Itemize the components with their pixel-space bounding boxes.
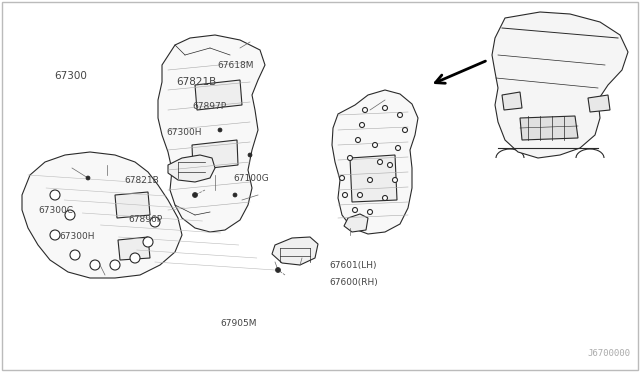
Polygon shape xyxy=(350,155,397,202)
Circle shape xyxy=(339,176,344,180)
Circle shape xyxy=(387,163,392,167)
Polygon shape xyxy=(168,155,215,182)
Polygon shape xyxy=(492,12,628,158)
Polygon shape xyxy=(502,92,522,110)
Circle shape xyxy=(275,267,280,273)
Polygon shape xyxy=(195,80,242,110)
Circle shape xyxy=(360,122,365,128)
Polygon shape xyxy=(272,237,318,265)
Text: 67300H: 67300H xyxy=(59,232,94,241)
Circle shape xyxy=(143,237,153,247)
Text: 67821B: 67821B xyxy=(125,176,159,185)
Circle shape xyxy=(355,138,360,142)
Circle shape xyxy=(193,192,198,198)
Circle shape xyxy=(50,190,60,200)
Circle shape xyxy=(403,128,408,132)
Circle shape xyxy=(378,160,383,164)
Circle shape xyxy=(130,253,140,263)
Polygon shape xyxy=(158,35,265,232)
Text: 67300: 67300 xyxy=(54,71,87,81)
Text: 67905M: 67905M xyxy=(221,319,257,328)
Circle shape xyxy=(396,145,401,151)
Circle shape xyxy=(150,217,160,227)
Text: 67600(RH): 67600(RH) xyxy=(330,278,378,287)
Text: J6700000: J6700000 xyxy=(587,349,630,358)
Text: 67618M: 67618M xyxy=(218,61,254,70)
Circle shape xyxy=(218,128,222,132)
Circle shape xyxy=(248,153,252,157)
Text: 67601(LH): 67601(LH) xyxy=(330,262,377,270)
Circle shape xyxy=(397,112,403,118)
Text: 67300C: 67300C xyxy=(38,206,74,215)
Circle shape xyxy=(353,208,358,212)
Circle shape xyxy=(342,192,348,198)
Text: 67896P: 67896P xyxy=(128,215,162,224)
Polygon shape xyxy=(588,95,610,112)
Circle shape xyxy=(362,108,367,112)
Text: 67821B: 67821B xyxy=(176,77,216,87)
Circle shape xyxy=(383,196,387,201)
Polygon shape xyxy=(192,140,238,170)
Text: 67100G: 67100G xyxy=(234,174,269,183)
Circle shape xyxy=(372,142,378,148)
Polygon shape xyxy=(22,152,182,278)
Polygon shape xyxy=(115,192,150,218)
Circle shape xyxy=(392,177,397,183)
Circle shape xyxy=(90,260,100,270)
Circle shape xyxy=(358,192,362,198)
Circle shape xyxy=(86,176,90,180)
Circle shape xyxy=(367,209,372,215)
Polygon shape xyxy=(118,237,150,260)
Circle shape xyxy=(348,155,353,160)
Text: 67897P: 67897P xyxy=(192,102,226,110)
Polygon shape xyxy=(520,116,578,140)
Polygon shape xyxy=(332,90,418,234)
Text: 67300H: 67300H xyxy=(166,128,202,137)
Circle shape xyxy=(233,193,237,197)
Circle shape xyxy=(70,250,80,260)
Polygon shape xyxy=(344,214,368,232)
Circle shape xyxy=(383,106,387,110)
Circle shape xyxy=(50,230,60,240)
Circle shape xyxy=(110,260,120,270)
Circle shape xyxy=(367,177,372,183)
Circle shape xyxy=(65,210,75,220)
